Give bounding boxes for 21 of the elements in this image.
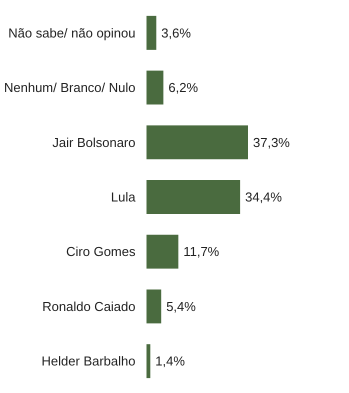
y-tick-label: Não sabe/ não opinou	[8, 25, 136, 40]
data-label: 3,6%	[161, 25, 192, 40]
bar	[146, 70, 164, 105]
bar	[146, 125, 248, 160]
y-tick-label: Ronaldo Caiado	[42, 298, 136, 314]
data-label: 5,4%	[166, 298, 196, 314]
y-tick-label: Helder Barbalho	[42, 354, 136, 369]
data-label: 6,2%	[168, 80, 198, 96]
y-tick-label: Jair Bolsonaro	[52, 134, 136, 150]
bar	[146, 180, 240, 214]
data-label: 11,7%	[183, 244, 220, 260]
bar	[146, 16, 156, 50]
data-label: 37,3%	[253, 134, 290, 150]
data-label: 1,4%	[155, 354, 186, 369]
bar	[146, 344, 150, 378]
y-tick-label: Lula	[110, 190, 136, 204]
y-tick-label: Nenhum/ Branco/ Nulo	[4, 80, 136, 96]
y-tick-label: Ciro Gomes	[66, 244, 136, 260]
bar	[146, 289, 162, 324]
data-label: 34,4%	[245, 190, 282, 204]
bar	[146, 234, 178, 269]
